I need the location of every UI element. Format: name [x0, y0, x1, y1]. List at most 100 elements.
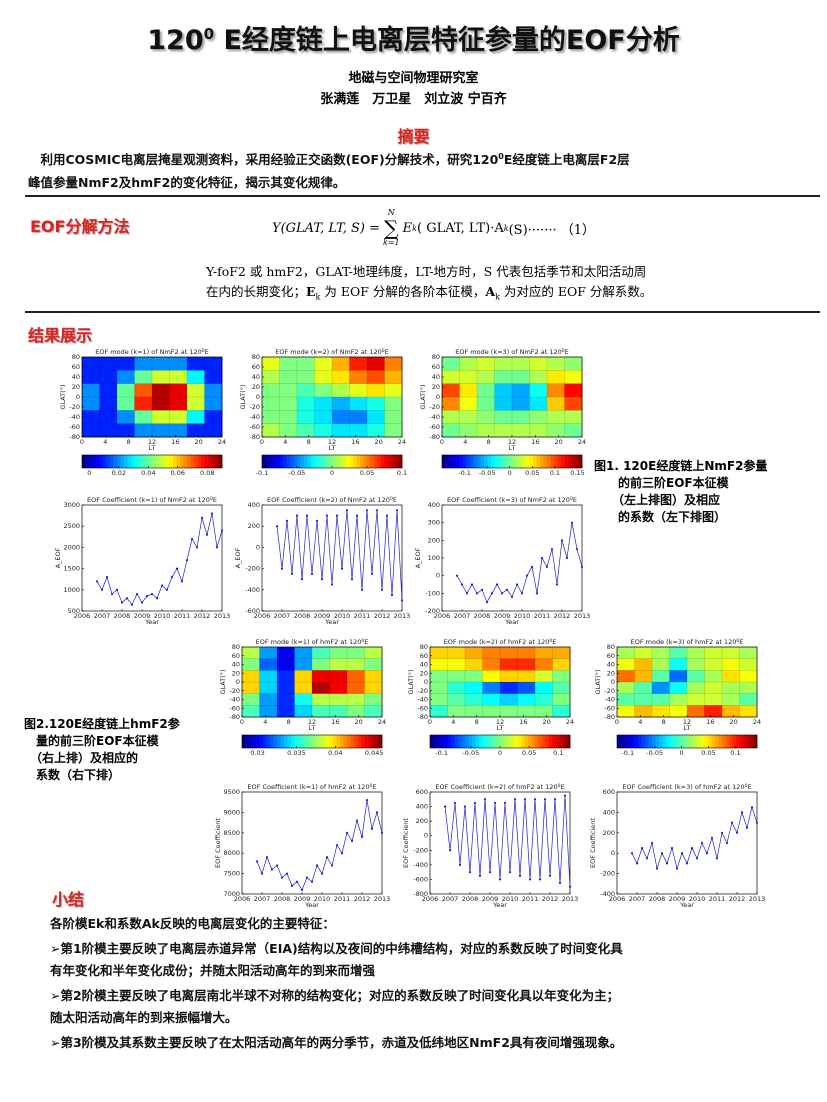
colorbar-slice [466, 455, 471, 468]
y-tick-label: -20 [429, 403, 440, 411]
heatmap-cell [459, 410, 478, 425]
colorbar-slice [339, 455, 343, 468]
data-point [740, 811, 744, 814]
data-point [280, 876, 284, 879]
heatmap-cell [384, 410, 403, 425]
colorbar-slice [294, 735, 299, 748]
heatmap-cell [499, 646, 518, 660]
heatmap-cell [294, 658, 313, 671]
y-axis-label: GLAT(°) [219, 669, 227, 694]
x-tick-label: 2008 [474, 612, 491, 620]
colorbar-slice [287, 735, 292, 748]
chart-title: EOF Coefficient (k=3) of NmF2 at 1200E [447, 496, 577, 504]
data-point [170, 575, 174, 579]
data-point [285, 872, 289, 875]
x-tick-label: 2011 [522, 895, 539, 903]
data-point [528, 878, 532, 881]
data-point [380, 831, 384, 834]
data-point [670, 847, 674, 850]
heatmap-cell [151, 423, 170, 438]
heatmap-cell [349, 356, 368, 371]
heatmap-cell [564, 370, 583, 385]
x-tick-label: 4 [451, 718, 455, 726]
heatmap-cell [99, 410, 118, 425]
y-tick-label: -20 [417, 687, 428, 695]
data-point [290, 884, 294, 887]
data-point [365, 799, 369, 802]
y-tick-label: 0 [256, 543, 260, 551]
heatmap-cell [331, 410, 350, 425]
x-axis-label: Year [492, 901, 507, 909]
colorbar-slice [315, 735, 320, 748]
x-tick-label: 2007 [94, 612, 111, 620]
heatmap-cell [552, 658, 571, 671]
data-line [631, 806, 758, 870]
colorbar-tick-label: 0.02 [112, 469, 126, 477]
heatmap-cell [511, 370, 530, 385]
heatmap-cell [81, 356, 100, 371]
colorbar-slice [729, 735, 733, 748]
colorbar-slice [356, 455, 361, 468]
colorbar-tick-label: 0 [508, 469, 512, 477]
colorbar-slice [263, 735, 267, 748]
chart-title: EOF mode (k=1) of hmF2 at 1200E [256, 638, 369, 646]
heatmap-cell [686, 681, 705, 695]
y-tick-label: 60 [432, 363, 440, 371]
data-point [500, 592, 504, 595]
heatmap-cell [169, 370, 188, 385]
symbol: E [306, 284, 316, 299]
x-tick-label: 2012 [374, 612, 391, 620]
x-tick-label: 20 [355, 718, 363, 726]
data-point [755, 821, 759, 824]
x-tick-label: 2007 [274, 612, 291, 620]
colorbar-slice [308, 735, 313, 748]
heatmap-cell [259, 646, 278, 660]
divider [25, 311, 820, 313]
heatmap-cell [204, 370, 223, 385]
heatmap-cell [721, 646, 740, 660]
heatmap-cell [186, 410, 205, 425]
heatmap-cell [534, 670, 553, 683]
colorbar-tick-label: 0.15 [570, 469, 584, 477]
colorbar-slice [384, 455, 389, 468]
title-text: E [205, 348, 209, 356]
heatmap-cell [634, 681, 653, 695]
x-tick-label: 2007 [442, 895, 459, 903]
title-text: EOF Coefficient (k=1) of hmF2 at 120 [247, 783, 369, 791]
colorbar-tick-label: 0.06 [171, 469, 185, 477]
x-tick-label: 20 [195, 438, 203, 446]
heatmap-cell [447, 693, 466, 706]
heatmap-cell [529, 396, 548, 411]
colorbar-slice [159, 455, 163, 468]
y-tick-label: -60 [429, 423, 440, 431]
colorbar-frame [241, 734, 383, 749]
heatmap-cell [651, 705, 670, 718]
colorbar-slice [437, 735, 441, 748]
y-tick-label: -60 [417, 704, 428, 712]
data-point [305, 514, 309, 517]
heatmap-cell [279, 383, 298, 398]
heatmap-cell [259, 681, 278, 695]
x-axis-label: LT [509, 444, 516, 452]
colorbar-slice [113, 455, 118, 468]
data-point [565, 556, 569, 560]
colorbar-slice [482, 735, 487, 748]
heatmap-cell [81, 370, 100, 385]
summary-line: ➢第3阶模及其系数主要反映了在太阳活动高年的两分季节，赤道及低纬地区NmF2具有… [50, 1035, 623, 1050]
heatmap-cell [564, 423, 583, 438]
chart-title: EOF mode (k=1) of NmF2 at 1200E [95, 348, 208, 356]
colorbar-slice [514, 735, 518, 748]
heatmap-cell [169, 383, 188, 398]
y-tick-label: 0 [436, 393, 440, 401]
heatmap-cell [279, 370, 298, 385]
data-point [340, 852, 344, 855]
heatmap-cell [464, 681, 483, 695]
heatmap-cell [686, 670, 705, 683]
colorbar-slice [89, 455, 93, 468]
data-point [220, 529, 224, 532]
colorbar-slice [522, 455, 527, 468]
colorbar-slice [318, 455, 322, 468]
data-point [645, 857, 649, 860]
x-tick-label: 0 [240, 718, 244, 726]
data-point [215, 546, 219, 549]
